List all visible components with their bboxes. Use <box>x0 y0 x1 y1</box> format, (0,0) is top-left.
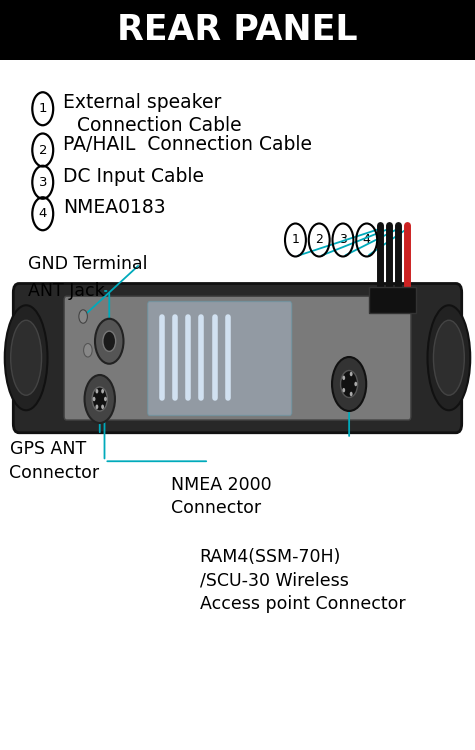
FancyBboxPatch shape <box>148 302 292 416</box>
Circle shape <box>103 331 116 351</box>
Circle shape <box>95 404 98 409</box>
Ellipse shape <box>428 305 470 410</box>
Text: NMEA 2000
Connector: NMEA 2000 Connector <box>171 476 272 517</box>
Circle shape <box>342 376 345 380</box>
Text: 2: 2 <box>315 233 323 247</box>
FancyBboxPatch shape <box>369 287 416 313</box>
Text: 2: 2 <box>38 143 47 157</box>
Text: NMEA0183: NMEA0183 <box>63 198 165 217</box>
Circle shape <box>350 372 352 376</box>
Circle shape <box>332 357 366 411</box>
Circle shape <box>95 319 124 364</box>
Ellipse shape <box>10 320 42 395</box>
Text: REAR PANEL: REAR PANEL <box>117 13 358 47</box>
Circle shape <box>85 375 115 423</box>
FancyBboxPatch shape <box>13 284 462 433</box>
Text: ANT Jack: ANT Jack <box>28 282 105 300</box>
Circle shape <box>354 382 357 386</box>
Circle shape <box>101 404 104 409</box>
Circle shape <box>350 392 352 396</box>
Text: 1: 1 <box>292 233 299 247</box>
Circle shape <box>101 389 104 394</box>
Text: External speaker: External speaker <box>63 93 221 112</box>
Text: DC Input Cable: DC Input Cable <box>63 166 204 186</box>
Text: GPS ANT
Connector: GPS ANT Connector <box>10 440 100 482</box>
Circle shape <box>95 389 98 394</box>
Text: 1: 1 <box>38 102 47 116</box>
Ellipse shape <box>5 305 48 410</box>
FancyBboxPatch shape <box>0 0 475 60</box>
Circle shape <box>104 397 107 401</box>
Text: 4: 4 <box>363 233 371 247</box>
Text: PA/HAIL  Connection Cable: PA/HAIL Connection Cable <box>63 134 312 154</box>
Text: 3: 3 <box>38 176 47 189</box>
Circle shape <box>93 397 95 401</box>
Text: RAM4(SSM-70H)
/SCU-30 Wireless
Access point Connector: RAM4(SSM-70H) /SCU-30 Wireless Access po… <box>200 548 405 613</box>
FancyBboxPatch shape <box>64 296 411 420</box>
Circle shape <box>79 310 87 323</box>
Circle shape <box>341 370 358 398</box>
Text: 4: 4 <box>38 207 47 220</box>
Text: Connection Cable: Connection Cable <box>77 116 242 135</box>
Circle shape <box>342 388 345 392</box>
Text: 3: 3 <box>339 233 347 247</box>
Circle shape <box>92 387 107 411</box>
Circle shape <box>84 344 92 357</box>
Text: GND Terminal: GND Terminal <box>28 255 148 273</box>
Ellipse shape <box>433 320 464 395</box>
